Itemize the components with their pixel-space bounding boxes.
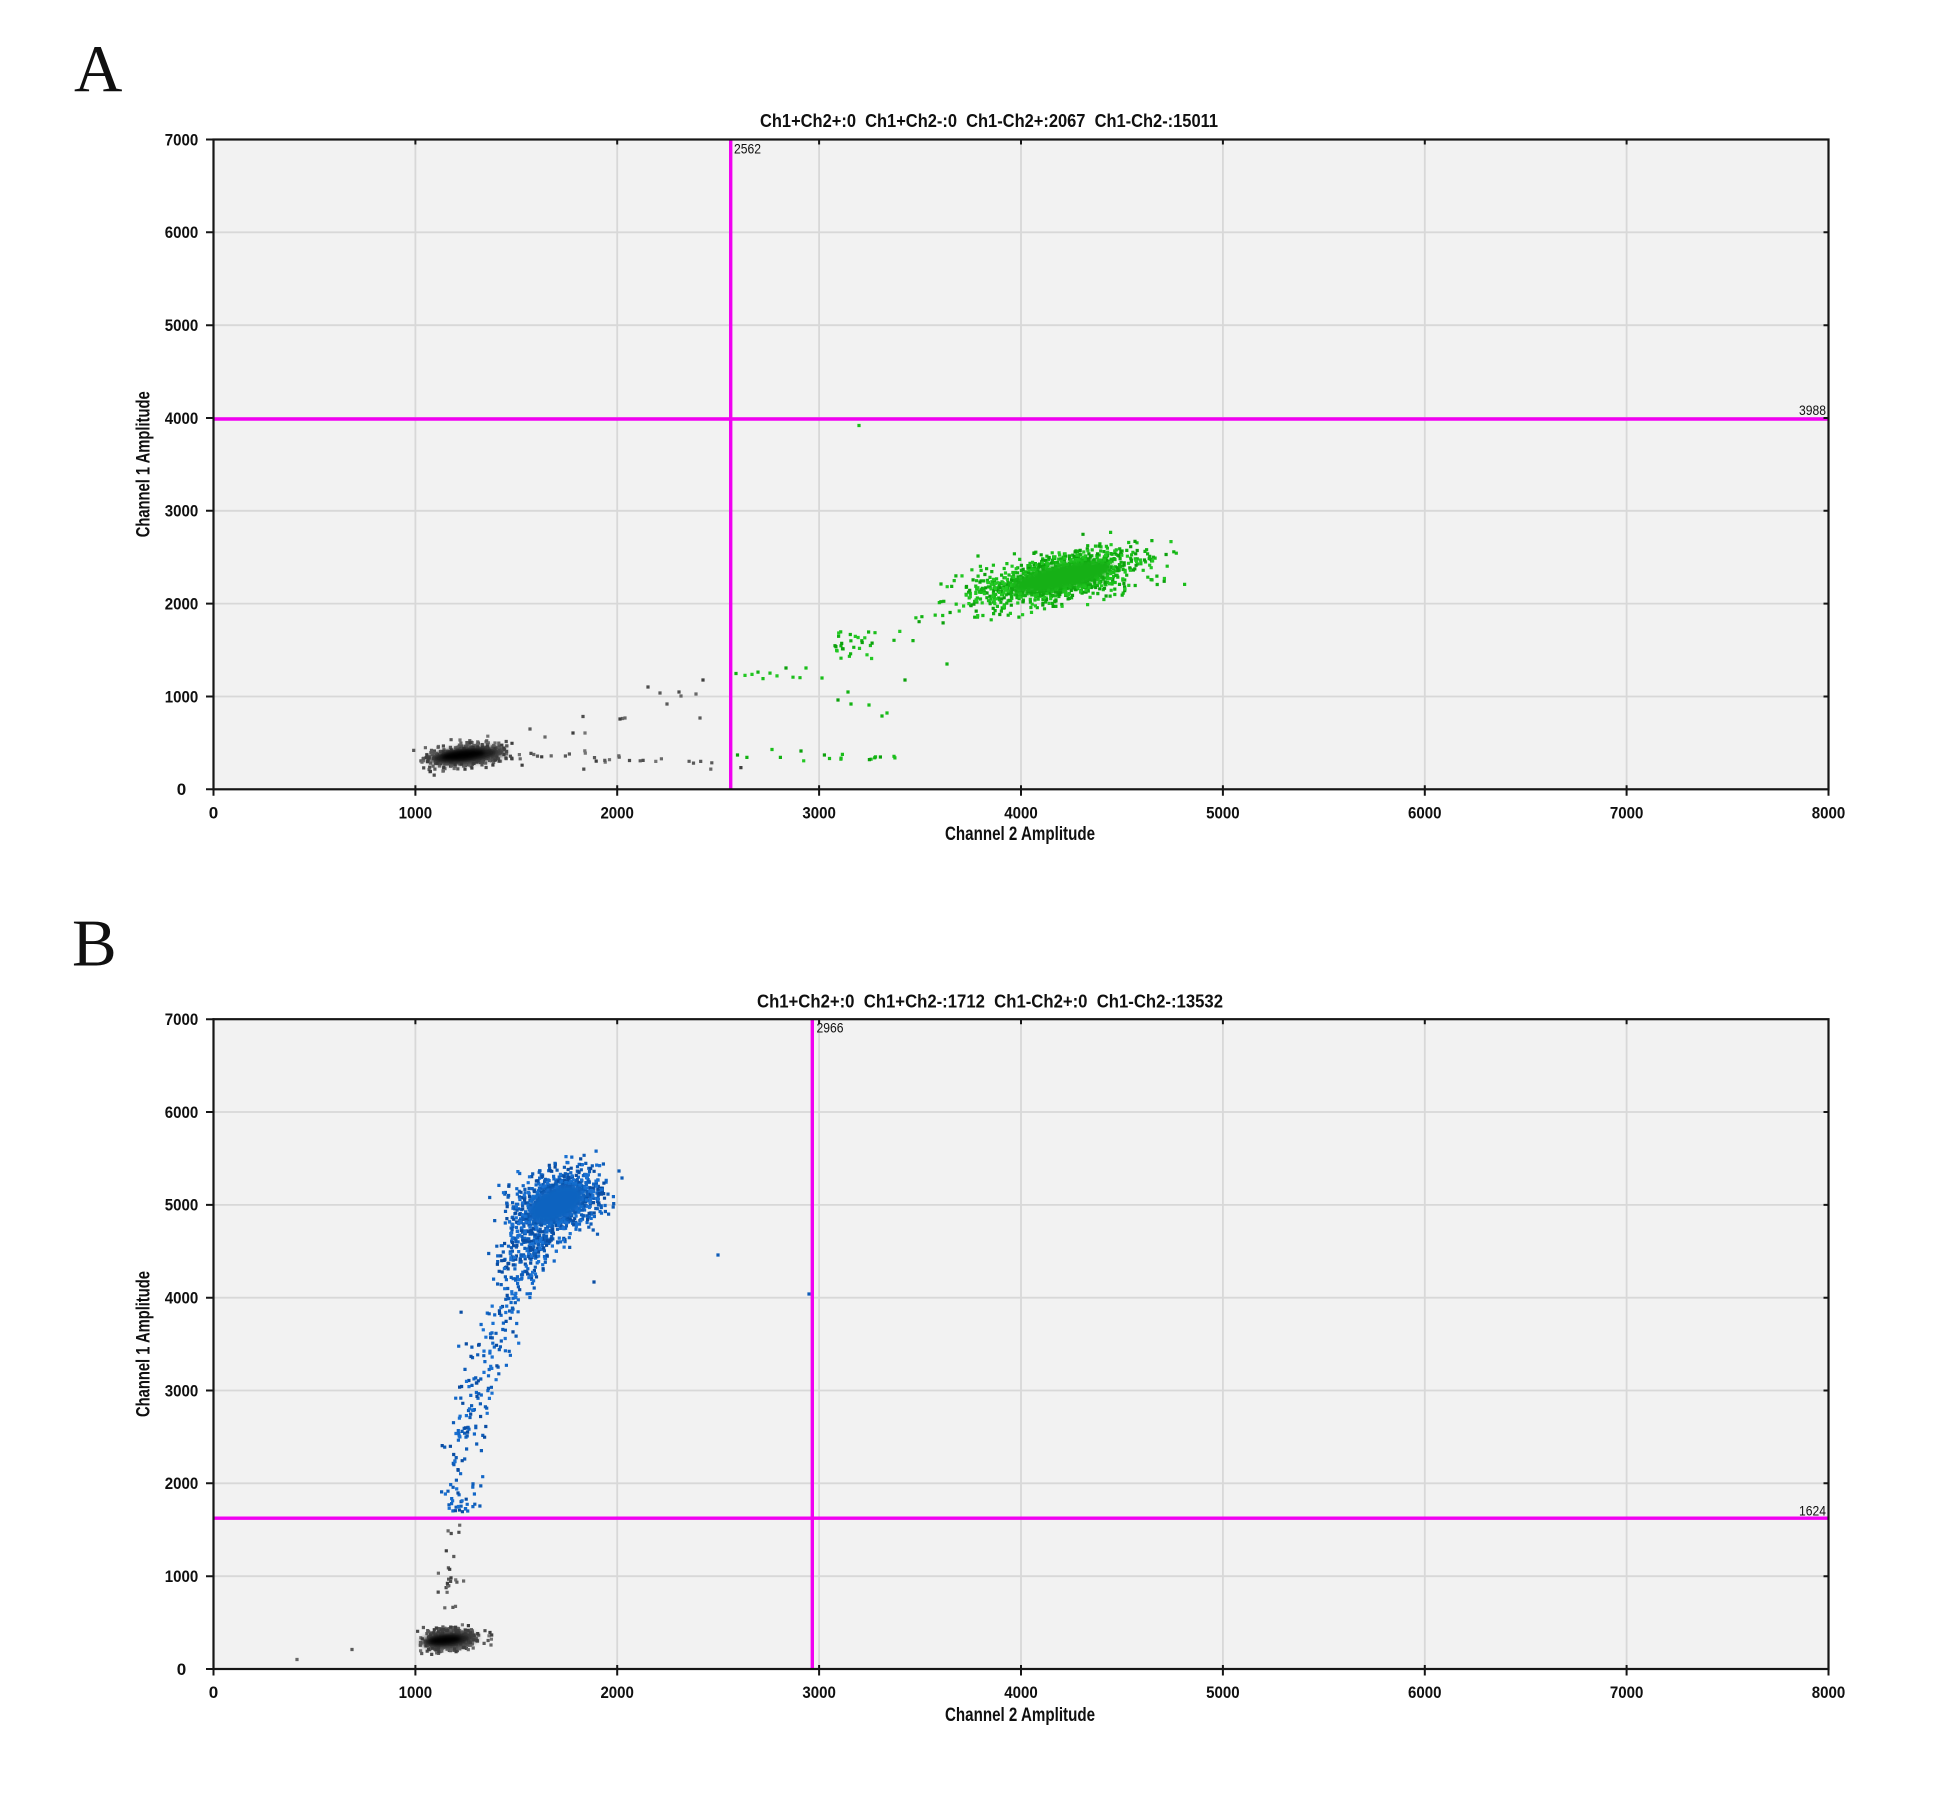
svg-text:8000: 8000 <box>1812 1683 1846 1702</box>
svg-text:3000: 3000 <box>802 803 836 822</box>
svg-text:2562: 2562 <box>734 140 761 156</box>
svg-text:1000: 1000 <box>165 1567 199 1586</box>
svg-text:6000: 6000 <box>1408 1683 1442 1702</box>
svg-text:4000: 4000 <box>165 409 199 428</box>
svg-text:0: 0 <box>177 1660 186 1679</box>
svg-text:5000: 5000 <box>1206 1683 1240 1702</box>
svg-text:Channel 1 Amplitude: Channel 1 Amplitude <box>133 1271 155 1417</box>
svg-text:2000: 2000 <box>600 1683 634 1702</box>
svg-text:1624: 1624 <box>1799 1502 1826 1518</box>
svg-text:7000: 7000 <box>1610 1683 1644 1702</box>
svg-text:5000: 5000 <box>165 316 199 335</box>
svg-text:Channel 1 Amplitude: Channel 1 Amplitude <box>133 391 155 537</box>
svg-text:1000: 1000 <box>165 687 199 706</box>
svg-text:4000: 4000 <box>165 1289 199 1308</box>
svg-text:Channel 2 Amplitude: Channel 2 Amplitude <box>945 1704 1095 1726</box>
svg-text:6000: 6000 <box>165 223 199 242</box>
svg-text:B: B <box>72 907 117 981</box>
svg-text:A: A <box>74 32 122 106</box>
svg-text:0: 0 <box>209 1683 218 1702</box>
svg-text:3000: 3000 <box>802 1683 836 1702</box>
svg-text:7000: 7000 <box>165 1010 199 1029</box>
svg-text:5000: 5000 <box>1206 803 1240 822</box>
svg-text:2000: 2000 <box>600 803 634 822</box>
svg-text:6000: 6000 <box>1408 803 1442 822</box>
svg-text:3000: 3000 <box>165 502 199 521</box>
svg-text:7000: 7000 <box>165 130 199 149</box>
svg-text:0: 0 <box>209 803 218 822</box>
svg-text:2000: 2000 <box>165 594 199 613</box>
svg-text:4000: 4000 <box>1004 803 1038 822</box>
svg-text:3988: 3988 <box>1799 402 1826 418</box>
svg-text:6000: 6000 <box>165 1103 199 1122</box>
svg-text:3000: 3000 <box>165 1381 199 1400</box>
svg-text:Ch1+Ch2+:0 Ch1+Ch2-:0 Ch1-Ch: Ch1+Ch2+:0 Ch1+Ch2-:0 Ch1-Ch2+:2067 Ch1-… <box>760 111 1218 131</box>
svg-text:2966: 2966 <box>817 1020 844 1036</box>
svg-text:2000: 2000 <box>165 1474 199 1493</box>
svg-text:0: 0 <box>177 780 186 799</box>
svg-text:8000: 8000 <box>1812 803 1846 822</box>
svg-text:5000: 5000 <box>165 1196 199 1215</box>
svg-text:1000: 1000 <box>399 803 433 822</box>
svg-text:Ch1+Ch2+:0 Ch1+Ch2-:1712 Ch1: Ch1+Ch2+:0 Ch1+Ch2-:1712 Ch1-Ch2+:0 Ch1-… <box>757 992 1223 1012</box>
svg-text:7000: 7000 <box>1610 803 1644 822</box>
svg-text:4000: 4000 <box>1004 1683 1038 1702</box>
svg-text:Channel 2 Amplitude: Channel 2 Amplitude <box>945 823 1095 845</box>
svg-text:1000: 1000 <box>399 1683 433 1702</box>
